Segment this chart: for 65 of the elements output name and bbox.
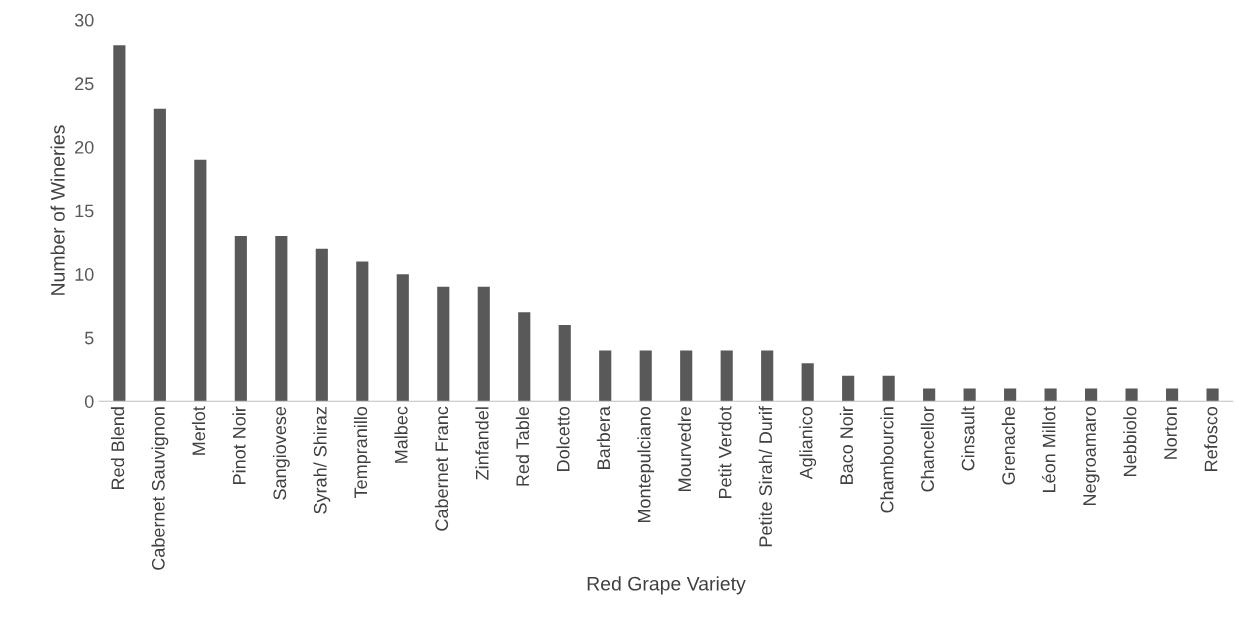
- x-tick-label: Petit Verdot: [718, 406, 732, 498]
- x-tick-label: Norton: [1164, 407, 1177, 459]
- bar: [558, 324, 571, 402]
- bar: [680, 350, 693, 402]
- y-tick-label: 5: [84, 331, 94, 345]
- bar: [720, 350, 733, 402]
- x-tick-label: Grenache: [1001, 406, 1015, 485]
- bar: [396, 274, 409, 402]
- x-tick-label: Pinot Noir: [232, 406, 246, 484]
- bar: [882, 375, 895, 402]
- x-tick-label: Negroamaro: [1083, 406, 1100, 505]
- x-tick-label: Cabernet Franc: [434, 406, 449, 531]
- y-tick-label: 25: [75, 77, 94, 91]
- bar: [963, 388, 976, 402]
- bar: [518, 312, 531, 402]
- bar: [477, 286, 490, 402]
- x-tick-label: Zinfandel: [475, 407, 489, 480]
- x-tick-label: Merlot: [191, 406, 206, 455]
- y-axis-title: Number of Wineries: [50, 125, 65, 295]
- x-tick-label: Léon Millot: [1041, 406, 1056, 492]
- bar: [113, 45, 126, 402]
- x-tick-label: Syrah/ Shiraz: [313, 407, 331, 514]
- bar: [315, 248, 328, 402]
- bar: [761, 350, 774, 402]
- bar: [153, 108, 166, 402]
- bar: [275, 235, 288, 402]
- x-tick-label: Cabernet Sauvignon: [151, 407, 169, 570]
- x-tick-label: Red Blend: [110, 407, 125, 489]
- x-tick-label: Chambourcin: [880, 407, 894, 513]
- bar: [599, 350, 612, 402]
- x-tick-label: Red Table: [515, 406, 530, 486]
- x-tick-label: Barbera: [596, 406, 611, 469]
- x-tick-label: Baco Noir: [839, 406, 854, 484]
- x-tick-label: Aglianico: [799, 406, 817, 480]
- bar: [842, 375, 855, 402]
- bar: [801, 363, 814, 402]
- bar: [1085, 388, 1098, 402]
- bar: [1004, 388, 1017, 402]
- y-tick-label: 0: [84, 395, 94, 408]
- x-tick-label: Dolcetto: [556, 406, 570, 471]
- y-tick-label: 15: [75, 204, 94, 218]
- bar: [194, 159, 207, 402]
- y-tick-label: 30: [74, 13, 94, 27]
- bar: [1166, 388, 1179, 402]
- bar: [1206, 388, 1219, 402]
- y-tick-label: 20: [75, 140, 94, 154]
- x-tick-label: Montepulciano: [637, 406, 655, 523]
- bar: [437, 286, 450, 402]
- bar: [234, 235, 247, 402]
- x-tick-label: Cinsault: [961, 406, 975, 471]
- x-tick-label: Mourvedre: [677, 406, 692, 491]
- x-axis-title: Red Grape Variety: [587, 576, 746, 595]
- x-tick-label: Sangiovese: [272, 406, 290, 500]
- x-tick-label: Chancellor: [920, 406, 934, 492]
- y-tick-label: 10: [75, 268, 94, 281]
- bar: [639, 350, 652, 402]
- x-tick-label: Malbec: [394, 406, 408, 463]
- x-tick-label: Nebbiolo: [1123, 406, 1137, 476]
- bar: [1044, 388, 1057, 402]
- bar: [1125, 388, 1138, 402]
- x-tick-label: Refosco: [1204, 406, 1218, 471]
- x-tick-label: Petite Sirah/ Durif: [758, 406, 773, 547]
- x-tick-label: Tempranillo: [353, 406, 371, 499]
- bar: [356, 261, 369, 402]
- bar: [923, 388, 936, 402]
